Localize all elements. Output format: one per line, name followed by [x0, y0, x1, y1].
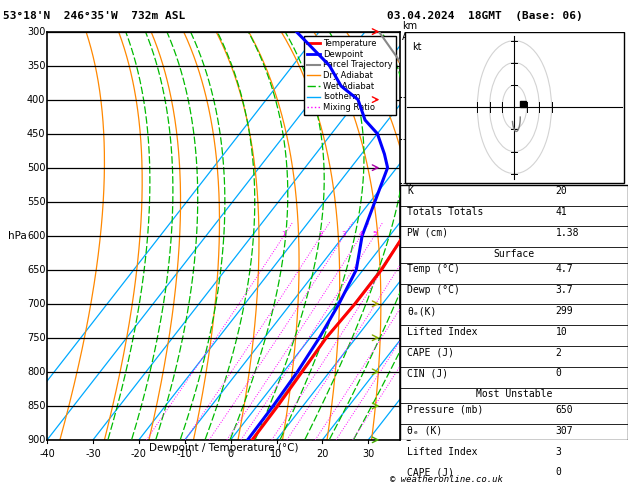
Text: -1: -1 — [402, 434, 412, 443]
Text: 300: 300 — [27, 27, 45, 36]
Text: 0: 0 — [228, 450, 234, 459]
Text: 0: 0 — [555, 468, 561, 477]
Text: 400: 400 — [27, 95, 45, 104]
Text: 450: 450 — [27, 129, 45, 139]
Bar — [405, 32, 624, 183]
Text: -7: -7 — [402, 134, 412, 144]
Text: PW (cm): PW (cm) — [408, 228, 448, 238]
Text: 03.04.2024  18GMT  (Base: 06): 03.04.2024 18GMT (Base: 06) — [387, 11, 582, 21]
Text: θₑ (K): θₑ (K) — [408, 426, 443, 436]
Text: 550: 550 — [27, 197, 45, 207]
Text: 3.7: 3.7 — [555, 285, 573, 295]
Text: 600: 600 — [27, 231, 45, 241]
Text: kt: kt — [412, 42, 421, 52]
Text: 3: 3 — [555, 447, 561, 456]
Text: 750: 750 — [27, 333, 45, 343]
Text: Lifted Index: Lifted Index — [408, 447, 478, 456]
Text: 10: 10 — [555, 327, 567, 337]
Text: 307: 307 — [555, 426, 573, 436]
Text: Lifted Index: Lifted Index — [408, 327, 478, 337]
Text: Temp (°C): Temp (°C) — [408, 264, 460, 275]
Text: ASL: ASL — [402, 32, 420, 42]
Text: 3: 3 — [342, 231, 347, 237]
Text: -2: -2 — [402, 381, 412, 390]
Text: 2: 2 — [555, 347, 561, 358]
Text: 299: 299 — [555, 306, 573, 316]
Text: 500: 500 — [27, 163, 45, 173]
Text: K: K — [408, 186, 413, 196]
Text: 30: 30 — [362, 450, 374, 459]
Text: θₑ(K): θₑ(K) — [408, 306, 437, 316]
Text: LCL: LCL — [402, 432, 418, 441]
Text: -3: -3 — [402, 326, 412, 336]
Text: 850: 850 — [27, 401, 45, 411]
Text: 650: 650 — [555, 405, 573, 415]
Text: 4.7: 4.7 — [555, 264, 573, 275]
Text: © weatheronline.co.uk: © weatheronline.co.uk — [390, 474, 503, 484]
Text: 350: 350 — [27, 61, 45, 70]
Text: 650: 650 — [27, 265, 45, 275]
Text: 20: 20 — [555, 186, 567, 196]
Text: CAPE (J): CAPE (J) — [408, 468, 454, 477]
Text: 20: 20 — [316, 450, 328, 459]
Text: -6: -6 — [402, 178, 412, 188]
Bar — [401, 185, 628, 440]
Text: CAPE (J): CAPE (J) — [408, 347, 454, 358]
Text: -20: -20 — [131, 450, 147, 459]
Text: CIN (J): CIN (J) — [408, 368, 448, 379]
Text: Dewp (°C): Dewp (°C) — [408, 285, 460, 295]
Text: 700: 700 — [27, 299, 45, 309]
Text: -30: -30 — [85, 450, 101, 459]
Text: 4: 4 — [359, 231, 363, 237]
Legend: Temperature, Dewpoint, Parcel Trajectory, Dry Adiabat, Wet Adiabat, Isotherm, Mi: Temperature, Dewpoint, Parcel Trajectory… — [304, 36, 396, 115]
Text: 0: 0 — [555, 368, 561, 379]
Text: 2: 2 — [319, 231, 323, 237]
Text: 10: 10 — [270, 450, 282, 459]
Text: Most Unstable: Most Unstable — [476, 389, 553, 399]
Text: 53°18'N  246°35'W  732m ASL: 53°18'N 246°35'W 732m ASL — [3, 11, 186, 21]
Text: 800: 800 — [27, 367, 45, 377]
X-axis label: Dewpoint / Temperature (°C): Dewpoint / Temperature (°C) — [149, 443, 299, 452]
Text: 1.38: 1.38 — [555, 228, 579, 238]
Text: Totals Totals: Totals Totals — [408, 207, 484, 217]
Text: -40: -40 — [39, 450, 55, 459]
Text: -4: -4 — [402, 275, 412, 285]
Text: 41: 41 — [555, 207, 567, 217]
Text: -5: -5 — [402, 226, 412, 235]
Text: 900: 900 — [27, 435, 45, 445]
Text: km: km — [402, 21, 418, 31]
Text: Pressure (mb): Pressure (mb) — [408, 405, 484, 415]
Text: hPa: hPa — [8, 231, 26, 241]
Text: Surface: Surface — [494, 249, 535, 259]
Text: 1: 1 — [282, 231, 286, 237]
Text: -10: -10 — [177, 450, 192, 459]
Text: -8: -8 — [402, 92, 412, 102]
Text: 5: 5 — [372, 231, 377, 237]
